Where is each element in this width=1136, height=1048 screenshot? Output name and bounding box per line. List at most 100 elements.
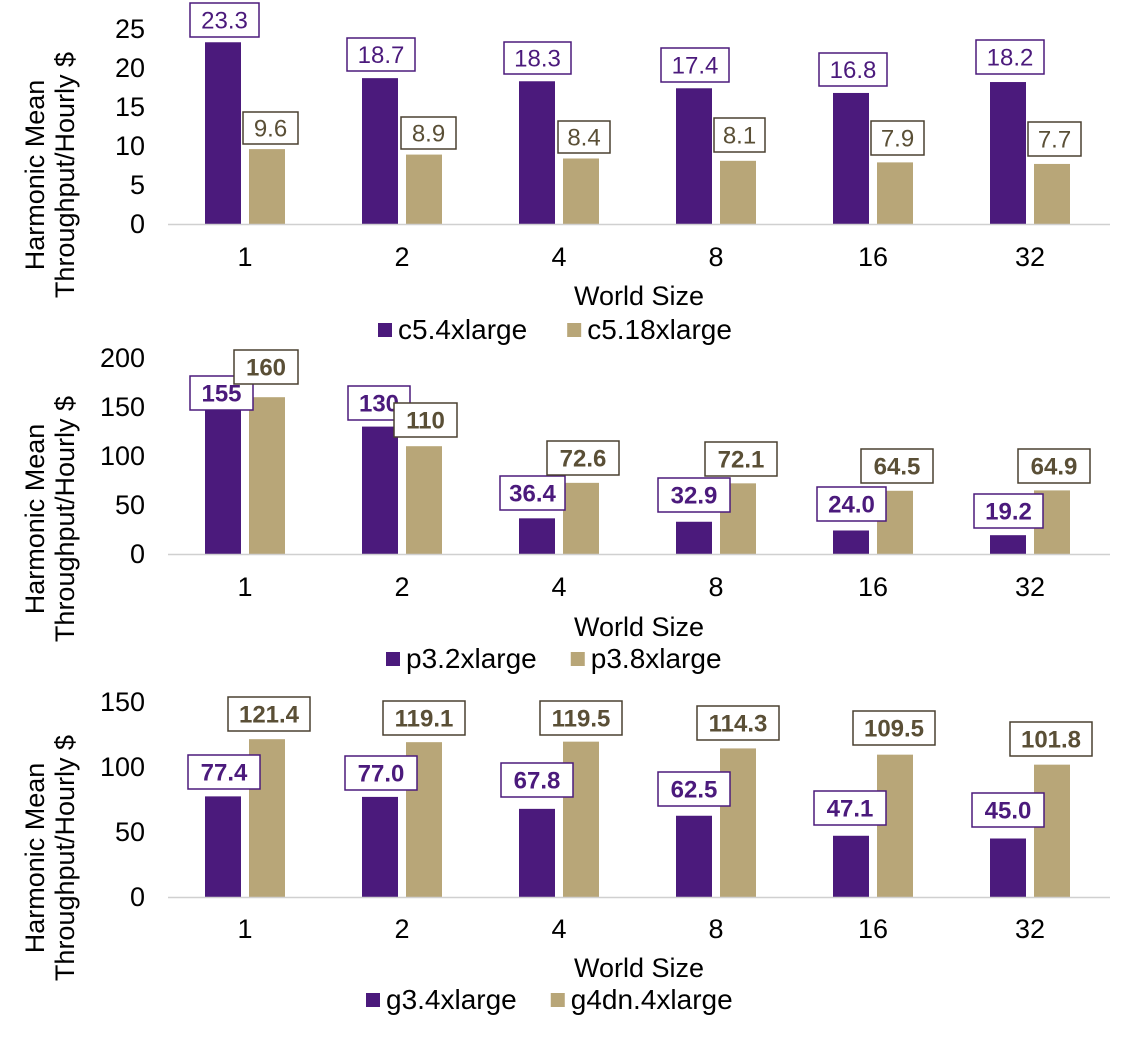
bar-p3.8xlarge-4	[563, 482, 599, 554]
bar-c5.4xlarge-32	[990, 82, 1026, 224]
data-label-p3.2xlarge-2: 130	[359, 391, 399, 418]
data-label-c5.18xlarge-4: 8.4	[567, 125, 600, 152]
data-label-c5.4xlarge-8: 17.4	[672, 53, 719, 80]
chart-panel-3: 0 50 100 150 Harmonic Mean Throughput/Hourly …	[20, 687, 1110, 1015]
data-label-box	[500, 762, 574, 798]
data-label-g4dn.4xlarge-8: 114.3	[709, 711, 768, 738]
data-label-p3.8xlarge-4: 72.6	[560, 446, 607, 473]
y-axis-title: Harmonic Mean	[20, 80, 50, 271]
data-label-box	[503, 41, 572, 75]
data-label-c5.18xlarge-1: 9.6	[254, 116, 287, 143]
legend-label-g3.4xlarge: g3.4xlarge	[386, 984, 517, 1015]
bar-p3.2xlarge-8	[676, 521, 712, 554]
y-tick-label: 10	[115, 131, 145, 161]
bar-g4dn.4xlarge-32	[1034, 764, 1070, 897]
data-label-c5.4xlarge-4: 18.3	[514, 46, 561, 73]
x-tick-label: 32	[1015, 572, 1045, 602]
bar-c5.4xlarge-1	[205, 42, 241, 225]
data-label-box	[1009, 721, 1093, 757]
y-tick-label: 20	[115, 53, 145, 83]
y-axis-title: Harmonic Mean	[20, 424, 50, 615]
y-axis-title: Throughput/Hourly $	[50, 52, 80, 298]
x-tick-label: 4	[551, 242, 566, 272]
y-tick-label: 150	[100, 392, 145, 422]
x-tick-label: 32	[1015, 242, 1045, 272]
y-tick-label: 15	[115, 92, 145, 122]
x-tick-label: 1	[237, 914, 252, 944]
y-tick-label: 0	[130, 209, 145, 239]
bar-p3.8xlarge-2	[406, 446, 442, 554]
x-tick-label: 4	[551, 914, 566, 944]
chart-panel-2: 0 50 100 150 200 Harmonic Mean Throughput/Hour…	[20, 343, 1110, 674]
x-tick-label: 4	[551, 572, 566, 602]
data-label-g3.4xlarge-4: 67.8	[514, 768, 561, 795]
bar-c5.18xlarge-2	[406, 154, 442, 224]
chart-panel-1: 0 5 10 15 20 25 Harmonic Mean Throughput/Hourly…	[20, 2, 1110, 345]
data-label-c5.4xlarge-2: 18.7	[358, 42, 405, 69]
bar-c5.18xlarge-4	[563, 158, 599, 224]
bar-p3.2xlarge-32	[990, 535, 1026, 554]
bar-g4dn.4xlarge-16	[877, 754, 913, 897]
x-tick-label: 1	[237, 242, 252, 272]
bar-p3.8xlarge-1	[249, 397, 285, 554]
x-axis-title: World Size	[574, 612, 704, 642]
data-label-box	[539, 700, 623, 736]
data-label-box	[713, 117, 766, 153]
data-label-box	[696, 705, 780, 741]
data-label-box	[557, 120, 611, 154]
x-tick-label: 1	[237, 572, 252, 602]
data-label-box	[975, 39, 1045, 75]
legend-label-g4dn.4xlarge: g4dn.4xlarge	[571, 984, 733, 1015]
data-label-g3.4xlarge-8: 62.5	[671, 777, 718, 804]
y-tick-label: 100	[100, 441, 145, 471]
legend-swatch-p3.2xlarge	[386, 652, 400, 666]
data-label-g4dn.4xlarge-4: 119.5	[552, 706, 611, 733]
data-label-box	[657, 771, 731, 807]
legend-swatch-c5.4xlarge	[378, 323, 392, 337]
data-label-box	[657, 477, 731, 513]
data-label-box	[971, 792, 1045, 828]
data-label-box	[816, 486, 887, 522]
bar-c5.18xlarge-1	[249, 149, 285, 224]
data-label-box	[346, 37, 416, 72]
data-label-p3.2xlarge-32: 19.2	[985, 499, 1032, 526]
data-label-box	[860, 448, 934, 484]
data-label-box	[870, 120, 925, 156]
data-label-box	[813, 790, 887, 826]
bar-c5.4xlarge-4	[519, 81, 555, 224]
legend-swatch-c5.18xlarge	[567, 323, 582, 337]
data-label-box	[227, 696, 311, 732]
bar-g4dn.4xlarge-8	[720, 748, 756, 897]
bar-g3.4xlarge-16	[833, 835, 869, 897]
y-tick-label: 0	[130, 882, 145, 912]
data-label-box	[382, 700, 466, 736]
data-label-c5.4xlarge-32: 18.2	[987, 45, 1034, 72]
data-label-box	[233, 349, 299, 385]
data-label-p3.8xlarge-2: 110	[406, 408, 445, 435]
data-label-g4dn.4xlarge-16: 109.5	[864, 716, 924, 743]
data-label-box	[400, 116, 457, 150]
data-label-p3.2xlarge-4: 36.4	[509, 481, 556, 508]
data-label-g3.4xlarge-2: 77.0	[358, 761, 405, 788]
bar-g3.4xlarge-32	[990, 838, 1026, 897]
data-label-box	[344, 755, 418, 791]
x-tick-label: 8	[708, 572, 723, 602]
x-tick-label: 16	[858, 572, 888, 602]
data-label-c5.18xlarge-8: 8.1	[723, 123, 756, 150]
data-label-g3.4xlarge-16: 47.1	[827, 796, 874, 823]
y-tick-label: 150	[100, 687, 145, 717]
data-label-c5.18xlarge-2: 8.9	[412, 121, 445, 148]
legend-label-p3.8xlarge: p3.8xlarge	[591, 643, 722, 674]
bar-p3.2xlarge-1	[205, 402, 241, 554]
bar-p3.2xlarge-2	[362, 426, 398, 554]
data-label-p3.8xlarge-8: 72.1	[718, 447, 765, 474]
data-label-p3.2xlarge-8: 32.9	[671, 483, 718, 510]
bar-c5.4xlarge-16	[833, 92, 869, 225]
data-label-box	[660, 47, 730, 83]
y-axis-title: Throughput/Hourly $	[50, 396, 80, 642]
data-label-p3.2xlarge-16: 24.0	[828, 492, 875, 519]
data-label-g4dn.4xlarge-1: 121.4	[239, 702, 300, 729]
legend-swatch-p3.8xlarge	[570, 652, 585, 666]
